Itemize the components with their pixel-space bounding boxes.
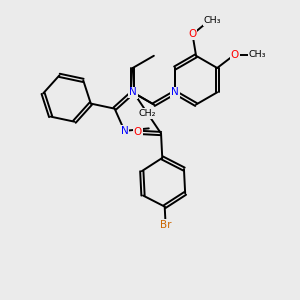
Text: O: O bbox=[231, 50, 239, 60]
Text: N: N bbox=[130, 87, 137, 97]
Text: O: O bbox=[134, 127, 142, 137]
Text: S: S bbox=[131, 88, 137, 99]
Text: CH₃: CH₃ bbox=[248, 50, 266, 59]
Text: N: N bbox=[171, 87, 179, 97]
Text: N: N bbox=[129, 87, 136, 97]
Text: O: O bbox=[188, 29, 196, 39]
Text: N: N bbox=[121, 126, 128, 136]
Text: Br: Br bbox=[160, 220, 171, 230]
Text: CH₃: CH₃ bbox=[204, 16, 221, 26]
Text: CH₂: CH₂ bbox=[139, 109, 156, 118]
